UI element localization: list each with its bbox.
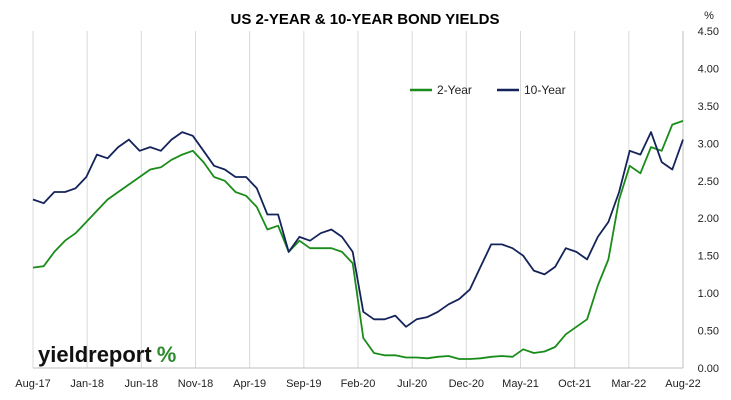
x-tick-label: Mar-22 (611, 378, 646, 390)
x-tick-label: Sep-19 (286, 378, 321, 390)
yieldreport-logo: yieldreport% (38, 342, 176, 367)
y-tick-labels: 0.00 0.50 1.00 1.50 2.00 2.50 3.00 3.50 4.00 4.50 (698, 26, 719, 375)
y-tick-label: 0.50 (698, 326, 719, 338)
x-tick-label: Jul-20 (397, 378, 427, 390)
x-tick-label: May-21 (502, 378, 539, 390)
y-tick-label: 4.50 (698, 26, 719, 38)
legend-label-10-year: 10-Year (524, 83, 566, 97)
logo-percent-symbol: % (157, 342, 177, 367)
series-line-10-year (32, 131, 684, 328)
x-tick-label: Aug-17 (15, 378, 50, 390)
y-axis-unit: % (704, 10, 714, 22)
x-tick-label: Oct-21 (558, 378, 591, 390)
y-tick-label: 3.50 (698, 101, 719, 113)
x-tick-label: Aug-22 (665, 378, 700, 390)
logo-text: yieldreport (38, 342, 152, 367)
x-tick-label: Jan-18 (70, 378, 104, 390)
y-tick-label: 1.50 (698, 251, 719, 263)
series-lines (32, 120, 684, 360)
x-tick-label: Feb-20 (341, 378, 376, 390)
y-tick-label: 0.00 (698, 363, 719, 375)
legend-label-2-year: 2-Year (437, 83, 472, 97)
y-tick-label: 1.00 (698, 288, 719, 300)
y-tick-label: 3.00 (698, 138, 719, 150)
y-tick-label: 4.00 (698, 63, 719, 75)
series-line-2-year (32, 120, 684, 360)
svg-text:yieldreport%: yieldreport% (38, 342, 176, 367)
axes (33, 31, 684, 369)
legend: 2-Year 10-Year (410, 83, 566, 97)
x-tick-label: Jun-18 (125, 378, 159, 390)
y-tick-label: 2.50 (698, 176, 719, 188)
chart-title: US 2-YEAR & 10-YEAR BOND YIELDS (231, 11, 500, 28)
x-tick-label: Dec-20 (449, 378, 484, 390)
y-tick-label: 2.00 (698, 213, 719, 225)
x-tick-label: Nov-18 (178, 378, 213, 390)
x-tick-label: Apr-19 (233, 378, 266, 390)
x-tick-labels: Aug-17 Jan-18 Jun-18 Nov-18 Apr-19 Sep-19 Feb-… (15, 378, 700, 390)
grid-lines (32, 31, 684, 368)
